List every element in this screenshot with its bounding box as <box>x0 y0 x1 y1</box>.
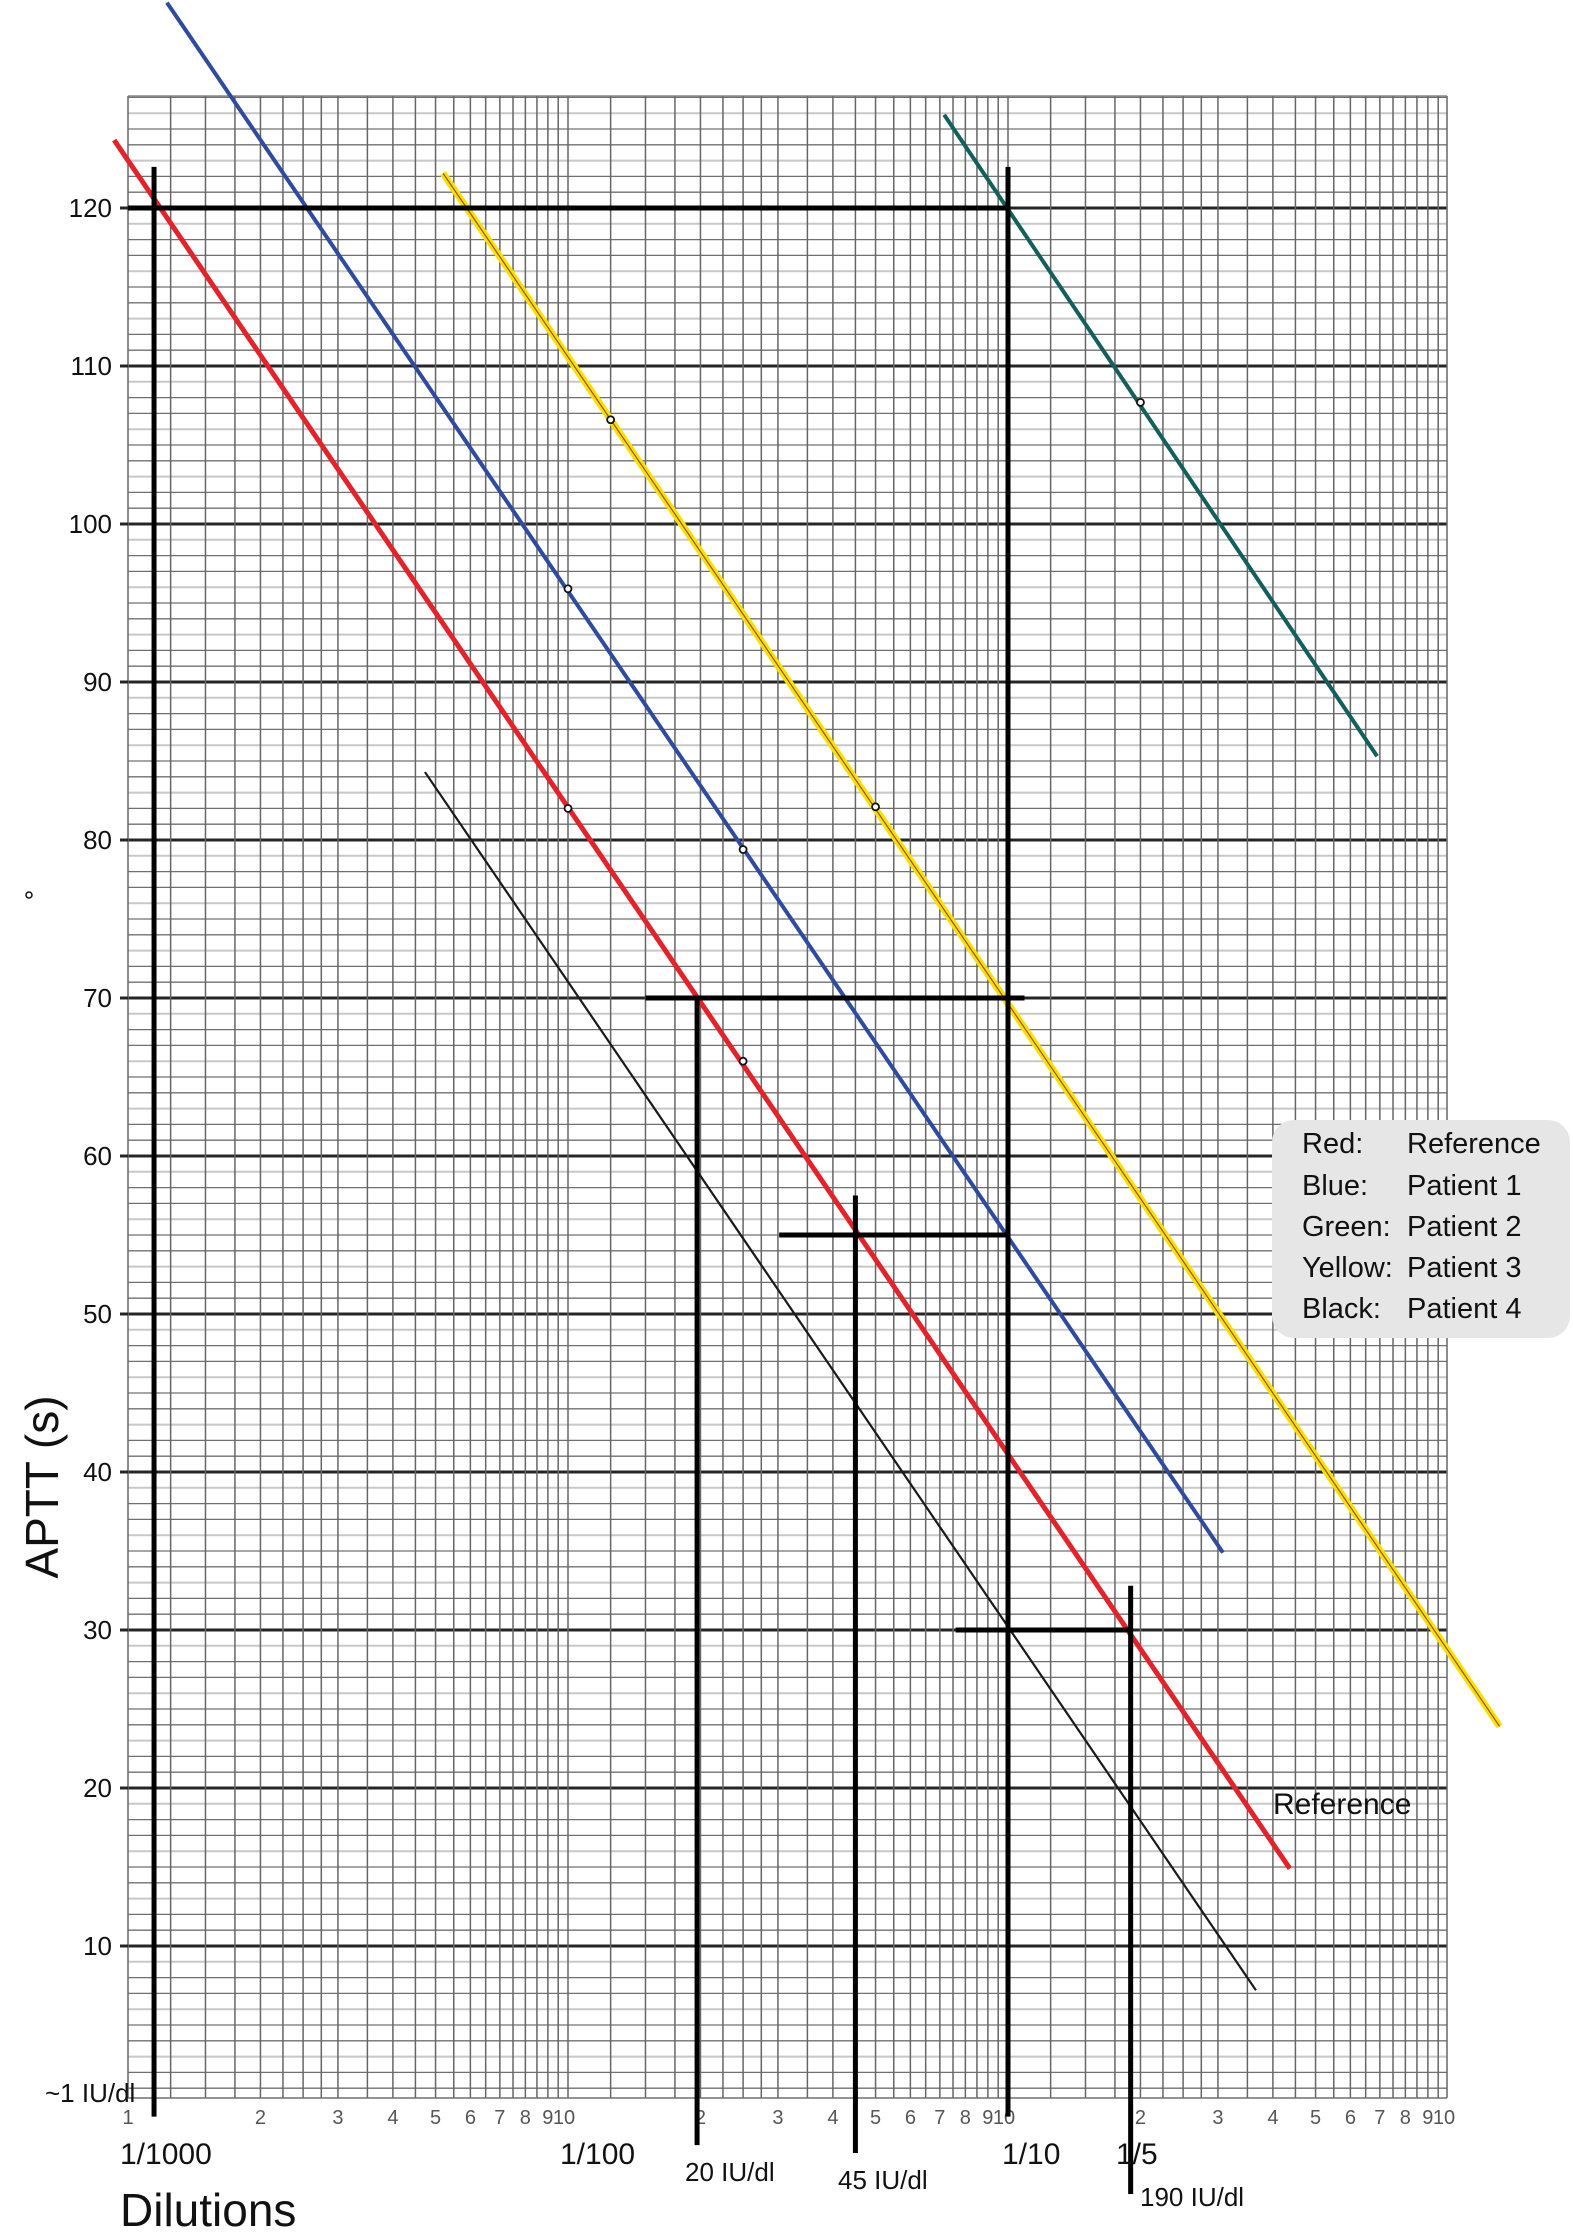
legend-key: Green: <box>1302 1211 1391 1243</box>
x-axis-ticks: 1 2 3 4 5 6 7 8 9 10 2 3 4 5 6 7 8 9 10 2 3 4 5 6 7 8 9 10 <box>122 2107 1455 2129</box>
data-points <box>563 397 1145 1066</box>
legend-value: Patient 4 <box>1407 1293 1522 1325</box>
grid <box>127 95 1448 2099</box>
x-tick-label: 5 <box>870 2107 881 2129</box>
data-point-patient-2 <box>1136 397 1145 407</box>
dilution-label-1-10: 1/10 <box>1002 2138 1061 2171</box>
y-tick-label: 100 <box>69 509 112 539</box>
legend: Red: Reference Blue: Patient 1 Green: Patie… <box>1272 1120 1570 1338</box>
x-tick-label: 5 <box>430 2107 441 2129</box>
legend-value: Reference <box>1407 1128 1541 1160</box>
x-tick-label: 9 <box>982 2107 993 2129</box>
x-tick-label: 6 <box>1345 2107 1356 2129</box>
annotation-20-iu: 20 IU/dl <box>685 2157 775 2187</box>
x-tick-label: 5 <box>1310 2107 1321 2129</box>
legend-key: Red: <box>1302 1128 1364 1160</box>
dilution-label-1-5: 1/5 <box>1116 2138 1158 2171</box>
series-line-patient-3-core <box>442 172 1501 1727</box>
x-tick-label: 3 <box>772 2107 783 2129</box>
x-tick-label: 3 <box>332 2107 343 2129</box>
x-tick-label: 6 <box>905 2107 916 2129</box>
data-point-patient-1 <box>563 584 573 594</box>
y-tick-label: 10 <box>83 1931 112 1961</box>
legend-value: Patient 2 <box>1407 1211 1522 1243</box>
data-point-reference <box>738 1056 748 1066</box>
y-tick-label: 90 <box>83 667 112 697</box>
dilution-label-1-100: 1/100 <box>560 2138 636 2171</box>
data-point-patient-3 <box>606 415 616 425</box>
x-tick-label: 2 <box>255 2107 266 2129</box>
y-tick-label: 80 <box>83 825 112 855</box>
x-tick-label: 10 <box>553 2107 575 2129</box>
x-tick-label: 10 <box>993 2107 1015 2129</box>
x-tick-label: 7 <box>934 2107 945 2129</box>
y-tick-label: 40 <box>83 1457 112 1487</box>
data-point-patient-1 <box>738 845 748 854</box>
x-tick-label: 2 <box>1135 2107 1146 2129</box>
x-tick-label: 6 <box>465 2107 476 2129</box>
x-tick-label: 9 <box>542 2107 553 2129</box>
x-tick-label: 4 <box>827 2107 838 2129</box>
x-tick-label: 8 <box>520 2107 531 2129</box>
dilution-label-1-1000: 1/1000 <box>120 2138 212 2171</box>
series-line-patient-1 <box>165 1 1225 1554</box>
series-line-patient-2 <box>942 113 1379 758</box>
x-tick-label: 2 <box>695 2107 706 2129</box>
x-tick-label: 1 <box>122 2107 133 2129</box>
stray-circle-mark <box>25 891 33 899</box>
x-tick-label: 8 <box>1400 2107 1411 2129</box>
legend-key: Blue: <box>1302 1170 1369 1202</box>
y-tick-label: 60 <box>83 1141 112 1171</box>
y-tick-label: 70 <box>83 983 112 1013</box>
data-point-reference <box>563 804 573 813</box>
x-axis-label: Dilutions <box>120 2184 297 2236</box>
annotation-45-iu: 45 IU/dl <box>838 2165 928 2195</box>
series-line-patient-4 <box>424 771 1257 1991</box>
annotation-190-iu: 190 IU/dl <box>1140 2182 1245 2212</box>
y-axis-label: APTT (s) <box>16 1395 68 1579</box>
x-tick-label: 7 <box>494 2107 505 2129</box>
legend-value: Patient 3 <box>1407 1252 1522 1284</box>
legend-key: Yellow: <box>1302 1252 1393 1284</box>
series-line-reference <box>112 138 1292 1870</box>
x-tick-label: 9 <box>1422 2107 1433 2129</box>
x-tick-label: 7 <box>1374 2107 1385 2129</box>
x-tick-label: 8 <box>960 2107 971 2129</box>
y-tick-label: 120 <box>69 193 112 223</box>
series-lines <box>112 1 1503 1991</box>
x-tick-label: 10 <box>1433 2107 1455 2129</box>
reference-line-label: Reference <box>1273 1788 1412 1821</box>
y-axis-ticks: 10 20 30 40 50 60 70 80 90 100 110 120 <box>69 193 128 1961</box>
x-tick-label: 4 <box>1267 2107 1278 2129</box>
legend-key: Black: <box>1302 1293 1381 1325</box>
y-tick-label: 30 <box>83 1615 112 1645</box>
y-tick-label: 20 <box>83 1773 112 1803</box>
data-point-patient-3 <box>871 802 880 812</box>
annotation-1-iu: ~1 IU/dl <box>45 2078 136 2108</box>
guide-lines <box>128 166 1134 2195</box>
y-tick-label: 50 <box>83 1299 112 1329</box>
legend-value: Patient 1 <box>1407 1170 1522 1202</box>
x-tick-label: 4 <box>387 2107 398 2129</box>
x-tick-label: 3 <box>1212 2107 1223 2129</box>
y-tick-label: 110 <box>71 351 112 381</box>
